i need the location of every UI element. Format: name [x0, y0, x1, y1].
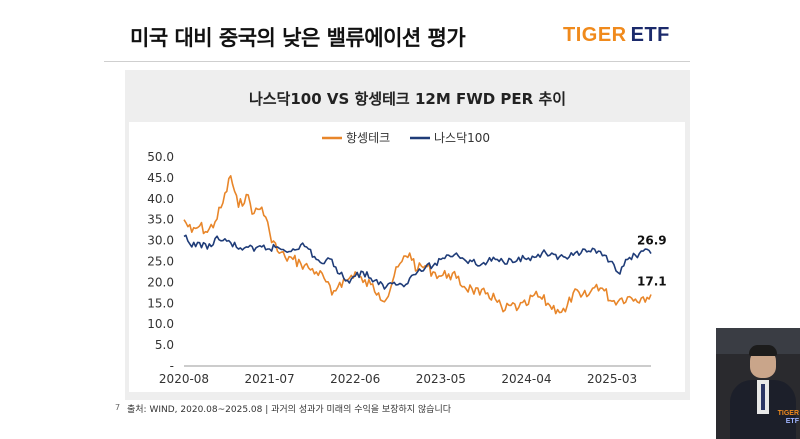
mini-logo: TIGER ETF — [771, 410, 799, 426]
x-tick-label: 2022-06 — [330, 372, 380, 386]
mini-logo-tiger: TIGER — [777, 410, 799, 417]
logo-tiger-text: TIGER — [563, 24, 627, 46]
x-tick-label: 2025-03 — [587, 372, 637, 386]
last-value-label: 17.1 — [637, 275, 667, 289]
plot-area: 50.0 45.0 40.0 35.0 30.0 25.0 20.0 15.0 10.0 5.0 -… — [129, 122, 685, 392]
legend-label: 나스닥100 — [434, 131, 490, 145]
last-value-label: 26.9 — [637, 234, 667, 248]
presenter-video-thumbnail: TIGER ETF — [716, 328, 800, 439]
y-tick-label: 10.0 — [147, 317, 174, 331]
presenter-hair — [749, 345, 777, 356]
page-number: 7 — [115, 403, 121, 412]
slide-title: 미국 대비 중국의 낮은 밸류에이션 평가 — [130, 26, 466, 50]
y-tick-label: - — [170, 359, 174, 373]
x-tick-label: 2024-04 — [501, 372, 551, 386]
y-tick-label: 15.0 — [147, 296, 174, 310]
presenter-tie — [761, 384, 765, 410]
legend-label: 항셍테크 — [346, 131, 390, 145]
y-tick-label: 25.0 — [147, 255, 174, 269]
x-tick-label: 2023-05 — [416, 372, 466, 386]
series-line — [183, 175, 652, 315]
title-divider — [104, 61, 690, 62]
tiger-etf-logo: TIGER ETF — [563, 24, 670, 47]
logo-etf-text: ETF — [630, 24, 670, 46]
y-tick-label: 30.0 — [147, 234, 174, 248]
x-tick-label: 2021-07 — [245, 372, 295, 386]
series-line — [183, 234, 652, 290]
y-tick-label: 50.0 — [147, 150, 174, 164]
y-tick-label: 5.0 — [155, 338, 174, 352]
x-tick-label: 2020-08 — [159, 372, 209, 386]
per-line-chart: 50.0 45.0 40.0 35.0 30.0 25.0 20.0 15.0 10.0 5.0 -… — [147, 131, 667, 386]
chart-panel: 나스닥100 VS 항셍테크 12M FWD PER 추이 50.0 45.0 40… — [125, 70, 690, 400]
y-tick-label: 45.0 — [147, 171, 174, 185]
mini-logo-etf: ETF — [785, 418, 799, 425]
y-tick-label: 40.0 — [147, 192, 174, 206]
y-tick-label: 35.0 — [147, 213, 174, 227]
source-note: 출처: WIND, 2020.08~2025.08 | 과거의 성과가 미래의 … — [127, 405, 452, 415]
y-tick-label: 20.0 — [147, 275, 174, 289]
chart-title: 나스닥100 VS 항셍테크 12M FWD PER 추이 — [248, 90, 567, 108]
